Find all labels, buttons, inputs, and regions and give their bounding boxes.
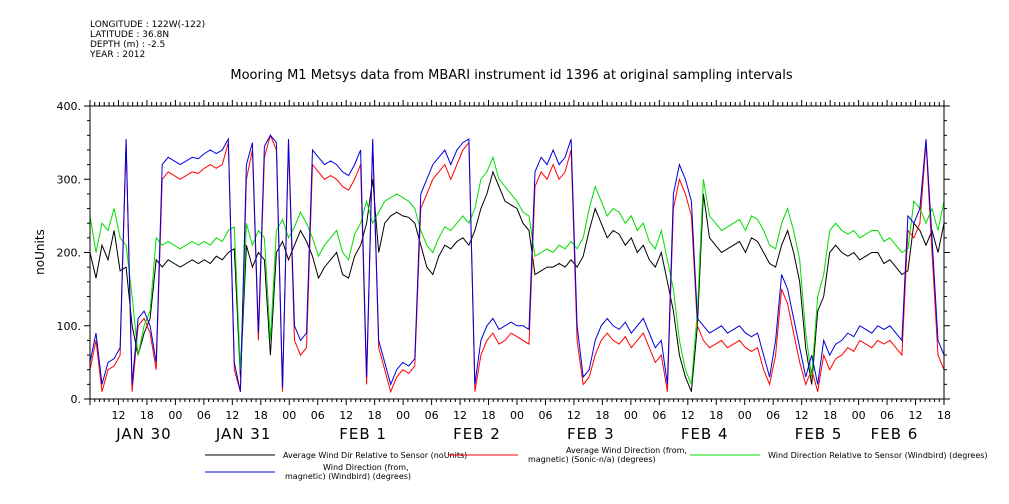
- legend-label: Average Wind Direction (from,: [566, 446, 687, 455]
- x-tick-label: 12: [111, 409, 125, 422]
- x-tick-label: 18: [937, 409, 951, 422]
- date-label: FEB 4: [681, 425, 729, 443]
- date-label: JAN 31: [215, 425, 272, 443]
- x-tick-label: 00: [624, 409, 638, 422]
- meta-year: YEAR : 2012: [90, 50, 146, 60]
- series-line-4: [89, 134, 945, 392]
- x-tick-label: 18: [823, 409, 837, 422]
- meta-latitude: LATITUDE : 36.8N: [90, 30, 170, 40]
- x-tick-label: 12: [453, 409, 467, 422]
- x-tick-label: 06: [538, 409, 552, 422]
- x-tick-label: 06: [652, 409, 666, 422]
- date-label: FEB 2: [453, 425, 501, 443]
- x-tick-label: 18: [140, 409, 154, 422]
- x-tick-label: 06: [197, 409, 211, 422]
- meta-longitude: LONGITUDE : 122W(-122): [90, 20, 206, 30]
- x-tick-label: 06: [880, 409, 894, 422]
- legend-layer: Average Wind Dir Relative to Sensor (noU…: [205, 446, 988, 481]
- legend-label: Wind Direction (from,: [323, 463, 409, 472]
- x-tick-label: 18: [482, 409, 496, 422]
- x-tick-label: 00: [738, 409, 752, 422]
- x-tick-label: 00: [396, 409, 410, 422]
- ticks-layer: [84, 100, 950, 405]
- series-line-1: [89, 170, 945, 392]
- date-label: FEB 6: [871, 425, 919, 443]
- x-tick-label: 12: [795, 409, 809, 422]
- date-label: JAN 30: [115, 425, 172, 443]
- x-tick-label: 00: [852, 409, 866, 422]
- x-tick-label: 12: [339, 409, 353, 422]
- legend-label: magnetic) (Windbird) (degrees): [285, 472, 411, 481]
- x-tick-label: 18: [368, 409, 382, 422]
- x-tick-label: 12: [909, 409, 923, 422]
- y-tick-label: 300.: [57, 173, 82, 186]
- x-tick-label: 18: [595, 409, 609, 422]
- x-tick-label: 00: [510, 409, 524, 422]
- x-tick-label: 06: [311, 409, 325, 422]
- y-axis-label: noUnits: [33, 229, 47, 275]
- legend-label: Wind Direction Relative to Sensor (Windb…: [768, 451, 988, 460]
- x-tick-label: 06: [766, 409, 780, 422]
- series-line-2: [89, 133, 945, 394]
- labels-layer: 0. 100. 200. 300. 400. 12 18 00 06 12 18 00 06 12 18 00…: [57, 100, 952, 443]
- x-tick-label: 12: [681, 409, 695, 422]
- y-tick-label: 100.: [57, 320, 82, 333]
- header-meta: LONGITUDE : 122W(-122) LATITUDE : 36.8N …: [90, 20, 205, 60]
- y-tick-label: 0.: [71, 393, 82, 406]
- series-layer: [89, 133, 945, 394]
- x-tick-label: 18: [709, 409, 723, 422]
- y-tick-label: 400.: [57, 100, 82, 113]
- x-tick-label: 06: [425, 409, 439, 422]
- series-line-3: [89, 155, 945, 385]
- x-tick-label: 12: [567, 409, 581, 422]
- date-label: FEB 5: [795, 425, 843, 443]
- meta-depth: DEPTH (m) : -2.5: [90, 40, 166, 50]
- legend-label: Average Wind Dir Relative to Sensor (noU…: [283, 451, 467, 460]
- y-tick-label: 200.: [57, 247, 82, 260]
- x-tick-label: 12: [225, 409, 239, 422]
- legend-label: magnetic) (Sonic-n/a) (degrees): [528, 455, 656, 464]
- x-tick-label: 18: [254, 409, 268, 422]
- chart-title: Mooring M1 Metsys data from MBARI instru…: [230, 68, 793, 83]
- plot-frame: [89, 105, 945, 400]
- date-label: FEB 1: [339, 425, 387, 443]
- date-label: FEB 3: [567, 425, 615, 443]
- x-tick-label: 00: [168, 409, 182, 422]
- x-tick-label: 00: [282, 409, 296, 422]
